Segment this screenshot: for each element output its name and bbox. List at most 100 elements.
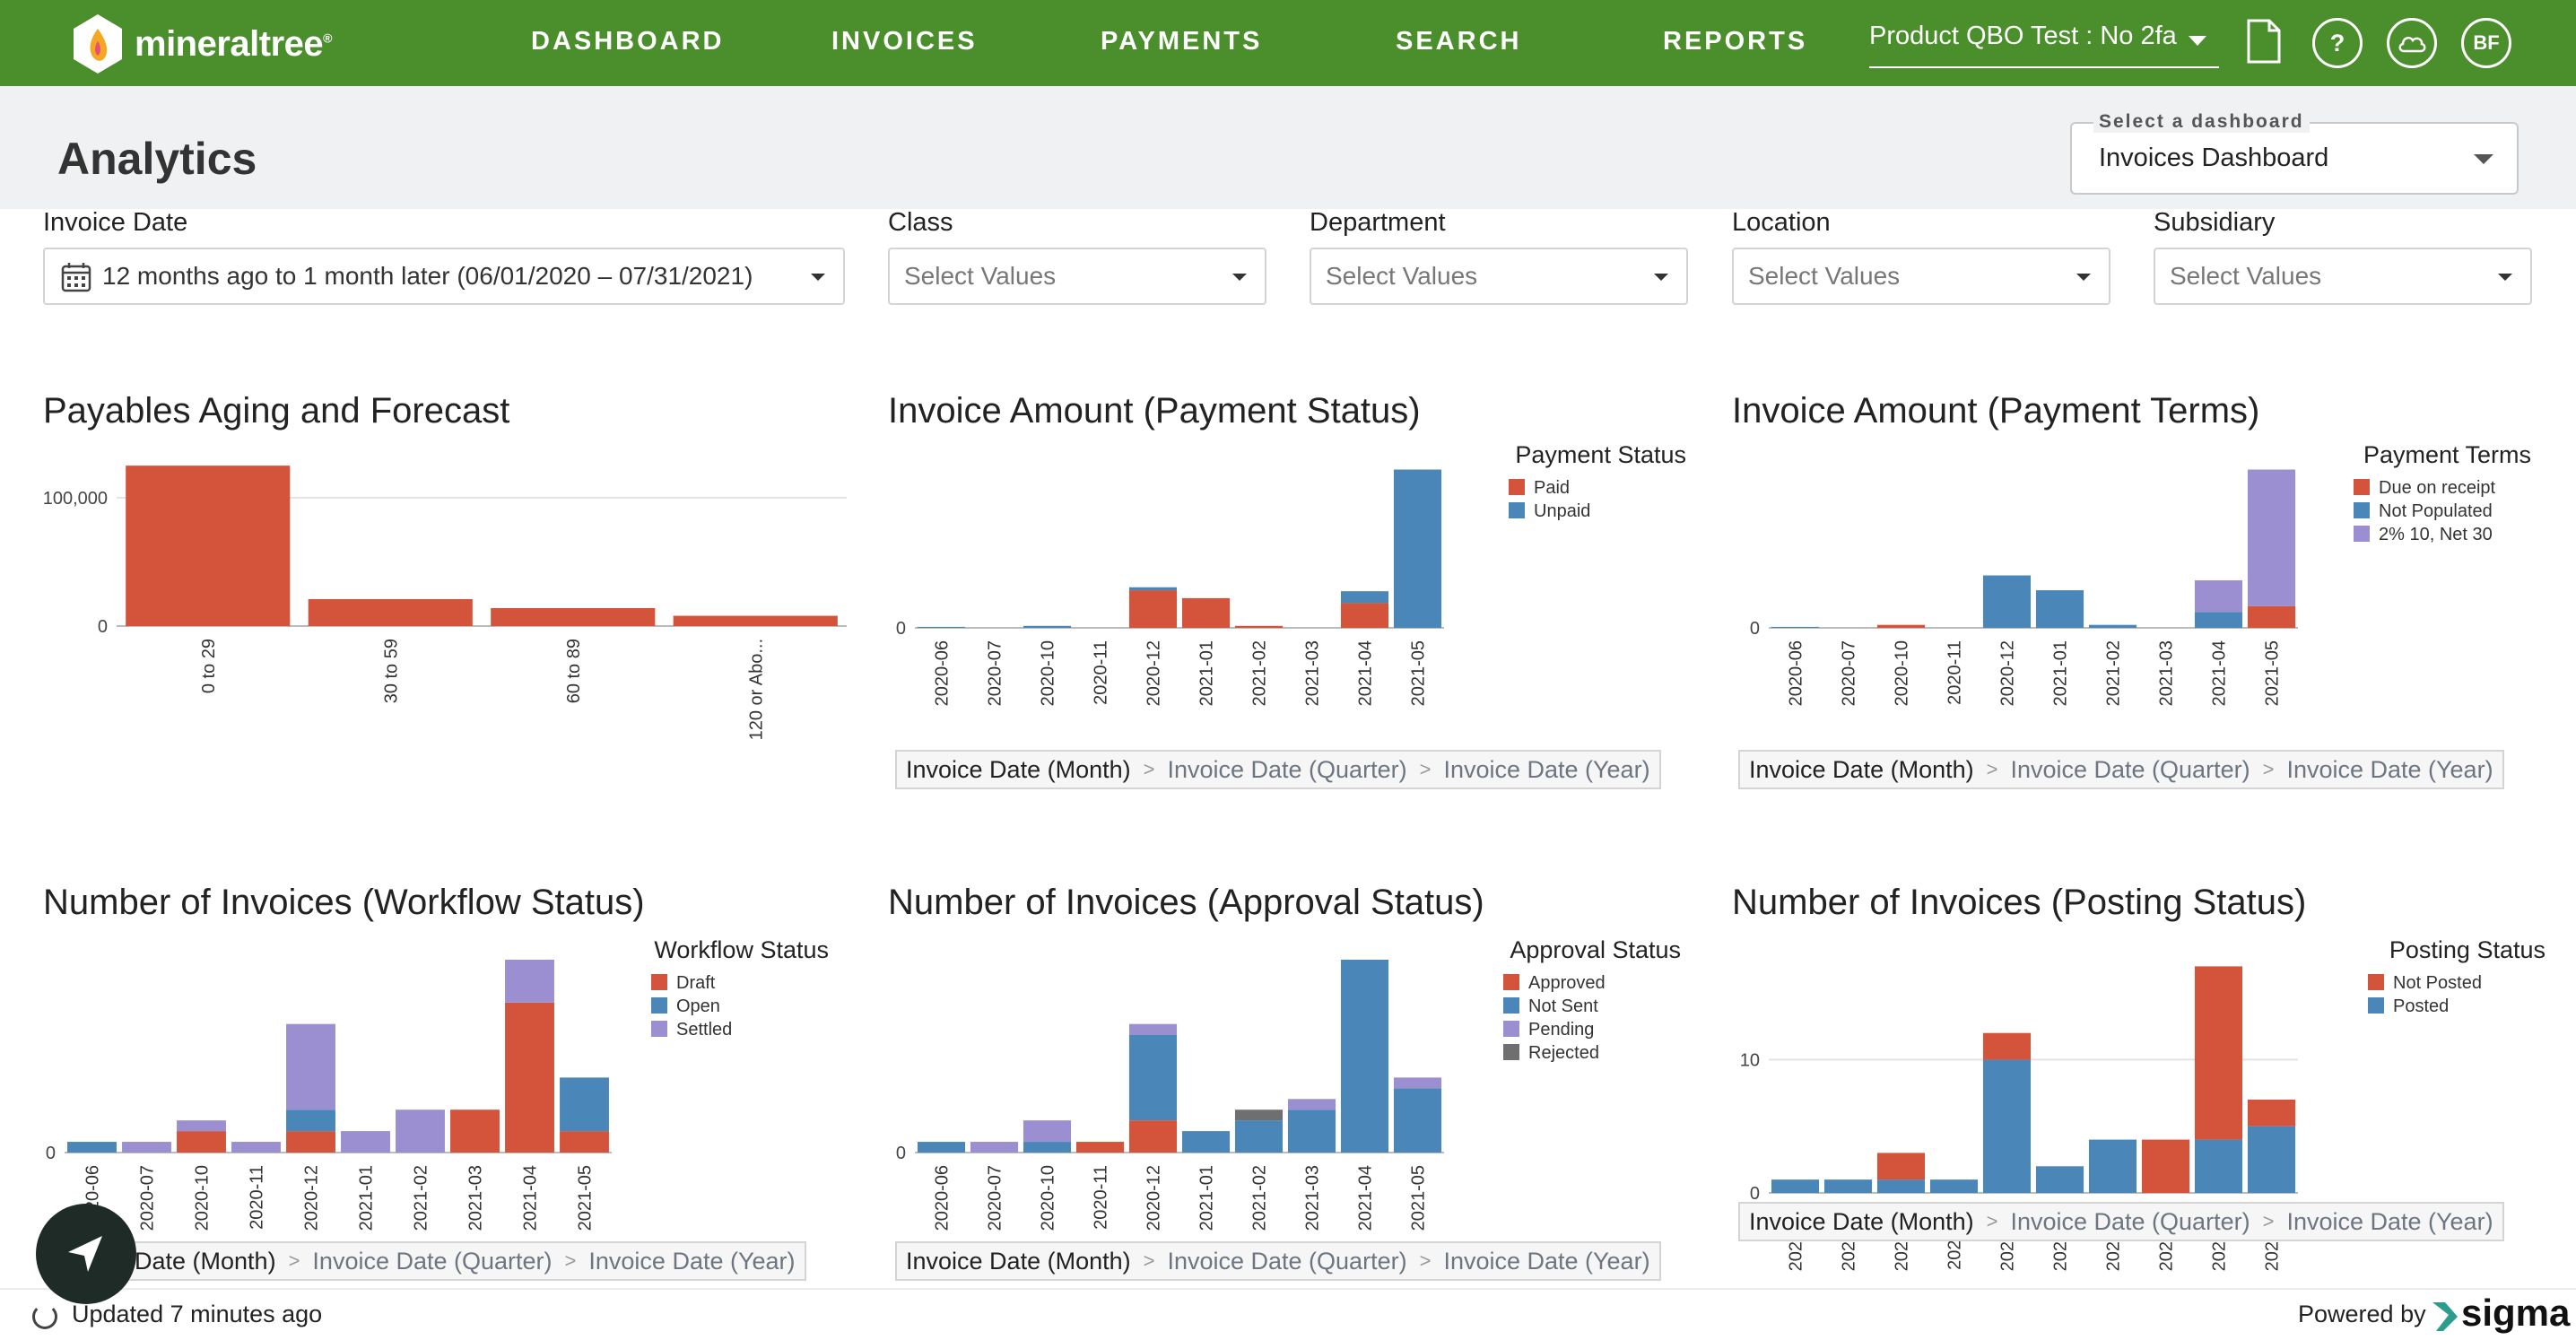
chart-posting-status[interactable]: 0102020-062020-072020-102020-112020-1220… bbox=[1715, 933, 2576, 1271]
x-tick-label: 2021-01 bbox=[1197, 1165, 1217, 1231]
department-filter[interactable]: Select Values bbox=[1310, 248, 1688, 305]
legend-title: Posting Status bbox=[2389, 936, 2546, 963]
breadcrumb-year[interactable]: Invoice Date (Year) bbox=[2286, 755, 2493, 783]
x-tick-label: 2021-03 bbox=[466, 1165, 486, 1231]
legend-swatch bbox=[1503, 974, 1519, 990]
nav-search[interactable]: SEARCH bbox=[1396, 27, 1522, 56]
bar-segment bbox=[2088, 624, 2137, 628]
subsidiary-filter[interactable]: Select Values bbox=[2154, 248, 2532, 305]
bar-segment bbox=[2247, 469, 2296, 606]
legend-swatch bbox=[2354, 479, 2370, 495]
chevron-down-icon bbox=[2474, 154, 2493, 164]
chart-payment-status[interactable]: 0 2020-06 2020-07 2020-10 2020-11 2020-12 2021… bbox=[861, 439, 1722, 744]
avatar[interactable]: BF bbox=[2461, 18, 2511, 68]
subsidiary-filter-placeholder: Select Values bbox=[2170, 262, 2322, 290]
cloud-icon[interactable] bbox=[2387, 18, 2437, 68]
chevron-right-icon: > bbox=[1419, 1249, 1432, 1272]
chart-approval-status[interactable]: 0 2020-06 2020-07 2020-10 2020-11 2020-12 2021… bbox=[861, 933, 1722, 1231]
x-tick-label: 2020-10 bbox=[1039, 1165, 1058, 1231]
bar-segment bbox=[2088, 1139, 2137, 1193]
breadcrumb: Invoice Date (Month) > Invoice Date (Quar… bbox=[895, 750, 1661, 789]
dashboard-select-value: Invoices Dashboard bbox=[2099, 144, 2329, 172]
y-tick-label: 10 bbox=[1740, 1050, 1760, 1070]
bar-segment bbox=[2247, 1126, 2296, 1193]
invoice-date-filter[interactable]: 12 months ago to 1 month later (06/01/20… bbox=[43, 248, 845, 305]
nav-payments[interactable]: PAYMENTS bbox=[1101, 27, 1263, 56]
bar-segment bbox=[1023, 1120, 1072, 1143]
bar-segment bbox=[2194, 580, 2243, 613]
x-tick-label: 2020-11 bbox=[248, 1165, 267, 1230]
bar-segment bbox=[2247, 605, 2296, 628]
breadcrumb-quarter[interactable]: Invoice Date (Quarter) bbox=[2010, 755, 2250, 783]
x-tick-label: 2020-07 bbox=[986, 640, 1005, 706]
filter-label-department: Department bbox=[1310, 208, 1446, 237]
breadcrumb-year[interactable]: Invoice Date (Year) bbox=[2286, 1207, 2493, 1235]
x-tick-label: 2020-10 bbox=[1893, 640, 1912, 706]
chevron-right-icon: > bbox=[1986, 758, 1998, 780]
breadcrumb-year[interactable]: Invoice Date (Year) bbox=[1443, 1247, 1650, 1275]
bar-segment bbox=[1771, 1179, 1820, 1193]
breadcrumb-year[interactable]: Invoice Date (Year) bbox=[1443, 755, 1650, 783]
legend-swatch bbox=[651, 1021, 667, 1037]
x-tick-label: 2020-07 bbox=[986, 1165, 1005, 1231]
breadcrumb-quarter[interactable]: Invoice Date (Quarter) bbox=[1167, 1247, 1407, 1275]
chevron-right-icon: > bbox=[1143, 758, 1155, 780]
nav-reports[interactable]: REPORTS bbox=[1663, 27, 1808, 56]
bar-segment bbox=[1234, 1109, 1284, 1121]
breadcrumb-month[interactable]: Invoice Date (Month) bbox=[906, 755, 1131, 783]
mineraltree-logo-icon bbox=[74, 14, 122, 74]
bar-segment bbox=[917, 626, 966, 628]
bar-segment bbox=[2247, 1100, 2296, 1127]
bar-segment bbox=[1393, 1077, 1442, 1089]
location-filter[interactable]: Select Values bbox=[1732, 248, 2110, 305]
class-filter[interactable]: Select Values bbox=[888, 248, 1266, 305]
company-selector[interactable]: Product QBO Test : No 2fa bbox=[1869, 22, 2219, 68]
breadcrumb-month[interactable]: Invoice Date (Month) bbox=[906, 1247, 1131, 1275]
chevron-down-icon bbox=[2076, 274, 2091, 281]
bar-segment bbox=[1181, 1131, 1231, 1153]
legend-item: Paid bbox=[1534, 478, 1570, 498]
x-tick-label: 2021-03 bbox=[2157, 640, 2177, 706]
x-tick-label: 30 to 59 bbox=[381, 639, 401, 703]
bar bbox=[491, 607, 656, 626]
breadcrumb-quarter[interactable]: Invoice Date (Quarter) bbox=[312, 1247, 553, 1275]
bar-segment bbox=[970, 1142, 1019, 1153]
bar-segment bbox=[1287, 1099, 1336, 1110]
company-name: Product QBO Test : No 2fa bbox=[1869, 22, 2177, 50]
legend-swatch bbox=[1503, 997, 1519, 1014]
bar-segment bbox=[1823, 1179, 1873, 1193]
location-filter-placeholder: Select Values bbox=[1748, 262, 1901, 290]
bar-segment bbox=[2141, 1139, 2190, 1193]
chevron-right-icon: > bbox=[1419, 758, 1432, 780]
launch-button[interactable] bbox=[36, 1204, 136, 1304]
chevron-down-icon bbox=[811, 274, 825, 281]
legend-swatch bbox=[1503, 1044, 1519, 1060]
nav-invoices[interactable]: INVOICES bbox=[831, 27, 978, 56]
chart-title-workflow-status: Number of Invoices (Workflow Status) bbox=[43, 883, 645, 922]
breadcrumb-year[interactable]: Invoice Date (Year) bbox=[588, 1247, 796, 1275]
breadcrumb-month[interactable]: Invoice Date (Month) bbox=[1749, 1207, 1974, 1235]
help-icon[interactable]: ? bbox=[2312, 18, 2363, 68]
bar-segment bbox=[231, 1142, 281, 1153]
chart-aging[interactable]: 0 100,000 0 to 29 30 to 59 60 to 89 120 or Ab… bbox=[0, 439, 861, 762]
dashboard-select[interactable]: Select a dashboard Invoices Dashboard bbox=[2070, 111, 2519, 195]
x-tick-label: 2021-04 bbox=[1356, 640, 1376, 706]
bar bbox=[126, 466, 291, 626]
brand-logo[interactable]: mineraltree® bbox=[70, 13, 332, 75]
breadcrumb-month[interactable]: Date (Month) bbox=[135, 1247, 276, 1275]
bar-segment bbox=[177, 1120, 226, 1132]
bar-segment bbox=[505, 1002, 554, 1153]
breadcrumb-quarter[interactable]: Invoice Date (Quarter) bbox=[1167, 755, 1407, 783]
bar-segment bbox=[505, 960, 554, 1003]
document-icon[interactable] bbox=[2246, 18, 2282, 65]
chart-title-payment-status: Invoice Amount (Payment Status) bbox=[888, 391, 1421, 431]
breadcrumb-month[interactable]: Invoice Date (Month) bbox=[1749, 755, 1974, 783]
bar-segment bbox=[1234, 625, 1284, 628]
breadcrumb-quarter[interactable]: Invoice Date (Quarter) bbox=[2010, 1207, 2250, 1235]
x-tick-label: 2021-04 bbox=[521, 1165, 541, 1231]
x-tick-label: 60 to 89 bbox=[564, 639, 584, 703]
chart-payment-terms[interactable]: 0 2020-06 2020-07 2020-10 2020-11 2020-12 2021… bbox=[1715, 439, 2576, 744]
nav-dashboard[interactable]: DASHBOARD bbox=[531, 27, 725, 56]
chevron-down-icon bbox=[1654, 274, 1668, 281]
